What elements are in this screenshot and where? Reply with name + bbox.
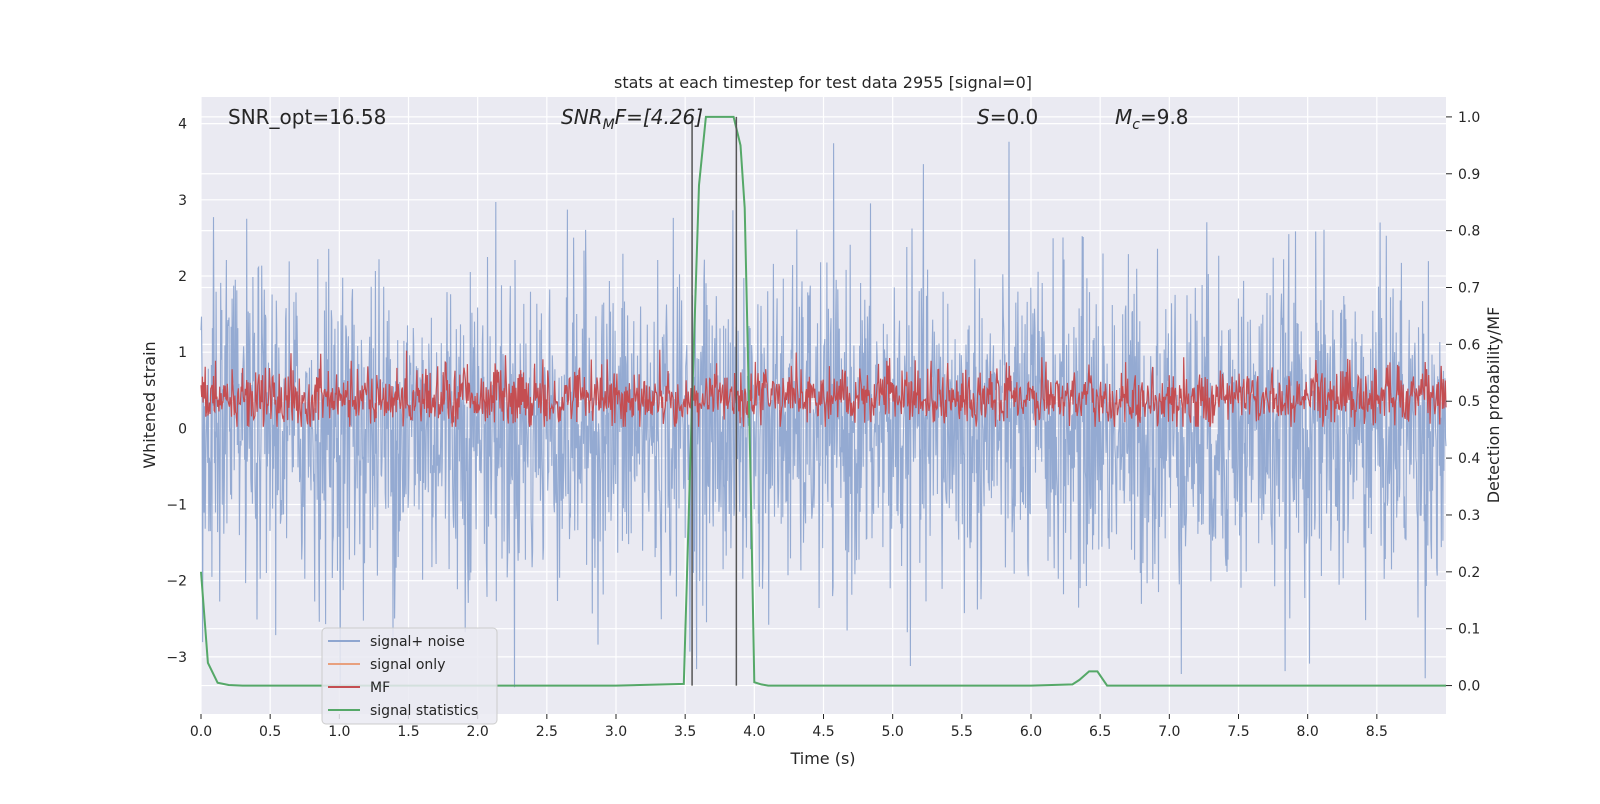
x-tick-label: 3.5 — [674, 724, 696, 740]
x-tick-label: 1.0 — [328, 724, 350, 740]
y-right-tick-label: 0.1 — [1458, 622, 1480, 638]
y-left-tick-label: 2 — [178, 269, 187, 285]
y-left-tick-label: 1 — [178, 345, 187, 361]
y-left-tick-label: 0 — [178, 421, 187, 437]
y-axis-right-label: Detection probability/MF — [1484, 307, 1503, 504]
signal-noise-line — [200, 141, 1447, 688]
x-tick-label: 7.0 — [1158, 724, 1180, 740]
x-axis-ticks: 0.0 0.5 1.0 1.5 2.0 2.5 3.0 3.5 4.0 4.5 5.0 5.5 6.0 6… — [190, 714, 1388, 740]
legend: signal+ noise signal only MF signal stat… — [321, 627, 498, 725]
legend-label-mf: MF — [370, 680, 390, 696]
legend-label-signal-noise: signal+ noise — [370, 634, 465, 650]
y-right-tick-label: 1.0 — [1458, 110, 1480, 126]
y-right-tick-label: 0.7 — [1458, 281, 1480, 297]
y-right-tick-label: 0.4 — [1458, 451, 1480, 467]
y-left-tick-label: 3 — [178, 193, 187, 209]
annotation-mc: Mc=9.8 — [1115, 105, 1189, 133]
x-tick-label: 4.0 — [743, 724, 765, 740]
annotation-snr-opt: SNR_opt=16.58 — [228, 105, 386, 129]
x-tick-label: 2.0 — [467, 724, 489, 740]
y-axis-left-ticks: −3 −2 −1 0 1 2 3 4 — [166, 117, 187, 666]
legend-label-signal-only: signal only — [370, 657, 445, 673]
x-tick-label: 8.5 — [1366, 724, 1388, 740]
x-tick-label: 0.5 — [259, 724, 281, 740]
y-right-tick-label: 0.5 — [1458, 394, 1480, 410]
x-tick-label: 3.0 — [605, 724, 627, 740]
x-tick-label: 2.5 — [536, 724, 558, 740]
x-tick-label: 5.0 — [882, 724, 904, 740]
x-tick-label: 8.0 — [1297, 724, 1319, 740]
x-tick-label: 4.5 — [812, 724, 834, 740]
y-left-tick-label: −3 — [166, 650, 187, 666]
x-tick-label: 5.5 — [951, 724, 973, 740]
x-tick-label: 6.0 — [1020, 724, 1042, 740]
y-left-tick-label: −2 — [166, 574, 187, 590]
legend-label-signal-statistics: signal statistics — [370, 703, 478, 719]
chart-title: stats at each timestep for test data 295… — [614, 73, 1032, 92]
y-left-tick-label: 4 — [178, 117, 187, 133]
y-right-tick-label: 0.9 — [1458, 167, 1480, 183]
x-tick-label: 1.5 — [397, 724, 419, 740]
signal-noise-series — [200, 141, 1447, 688]
y-axis-right-ticks: 0.0 0.1 0.2 0.3 0.4 0.5 0.6 0.7 0.8 0.9 1.0 — [1446, 110, 1480, 695]
y-right-tick-label: 0.8 — [1458, 224, 1480, 240]
x-tick-label: 7.5 — [1227, 724, 1249, 740]
legend-frame — [321, 627, 498, 725]
annotation-s: S=0.0 — [977, 105, 1038, 129]
y-right-tick-label: 0.2 — [1458, 565, 1480, 581]
y-left-tick-label: −1 — [166, 498, 187, 514]
x-axis-label: Time (s) — [789, 749, 855, 768]
x-tick-label: 6.5 — [1089, 724, 1111, 740]
mf-series — [200, 349, 1447, 427]
y-right-tick-label: 0.0 — [1458, 679, 1480, 695]
annotation-snr-mf: SNRMF=[4.26] — [561, 105, 703, 133]
y-axis-left-label: Whitened strain — [140, 341, 159, 468]
y-right-tick-label: 0.6 — [1458, 337, 1480, 353]
vertical-markers — [691, 116, 738, 686]
mf-line — [200, 349, 1447, 427]
x-tick-label: 0.0 — [190, 724, 212, 740]
y-right-tick-label: 0.3 — [1458, 508, 1480, 524]
